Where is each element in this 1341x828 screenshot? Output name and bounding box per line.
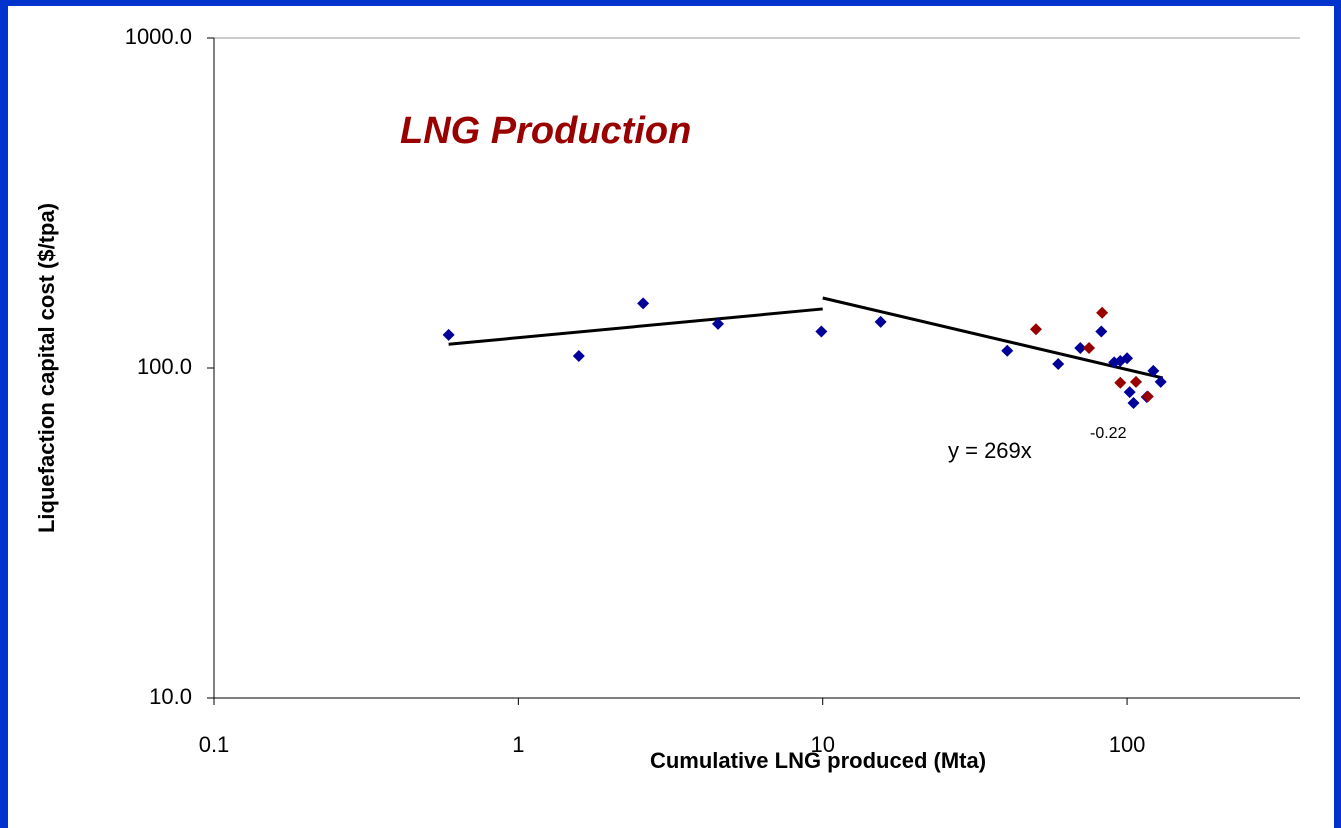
point — [1121, 352, 1134, 365]
point — [1083, 341, 1096, 354]
point — [712, 317, 725, 330]
x-tick-label: 100 — [1109, 732, 1146, 757]
y-axis-label: Liquefaction capital cost ($/tpa) — [34, 203, 59, 533]
point — [815, 325, 828, 338]
point — [1127, 397, 1140, 410]
point — [442, 328, 455, 341]
point — [1114, 376, 1127, 389]
point — [1123, 386, 1136, 399]
trend-line — [822, 296, 1164, 380]
frame-left — [0, 0, 8, 828]
equation-exponent: -0.22 — [1090, 425, 1127, 442]
x-tick-label: 0.1 — [199, 732, 230, 757]
y-tick-label: 10.0 — [149, 684, 192, 709]
point — [1074, 341, 1087, 354]
trend-line — [448, 307, 823, 346]
frame-right — [1334, 0, 1341, 828]
point — [1147, 364, 1160, 377]
point — [572, 350, 585, 363]
point — [1095, 325, 1108, 338]
frame-top — [0, 0, 1341, 6]
point — [1130, 375, 1143, 388]
point — [874, 315, 887, 328]
x-axis-label: Cumulative LNG produced (Mta) — [650, 748, 986, 773]
point — [1001, 344, 1014, 357]
x-tick-label: 1 — [512, 732, 524, 757]
y-tick-label: 1000.0 — [125, 24, 192, 49]
equation: y = 269x — [948, 438, 1032, 463]
point — [637, 297, 650, 310]
x-tick-label: 10 — [810, 732, 834, 757]
point — [1154, 375, 1167, 388]
point — [1096, 306, 1109, 319]
point — [1029, 323, 1042, 336]
annotation: LNG Production — [400, 110, 691, 152]
point — [1141, 390, 1154, 403]
point — [1052, 358, 1065, 371]
y-tick-label: 100.0 — [137, 354, 192, 379]
